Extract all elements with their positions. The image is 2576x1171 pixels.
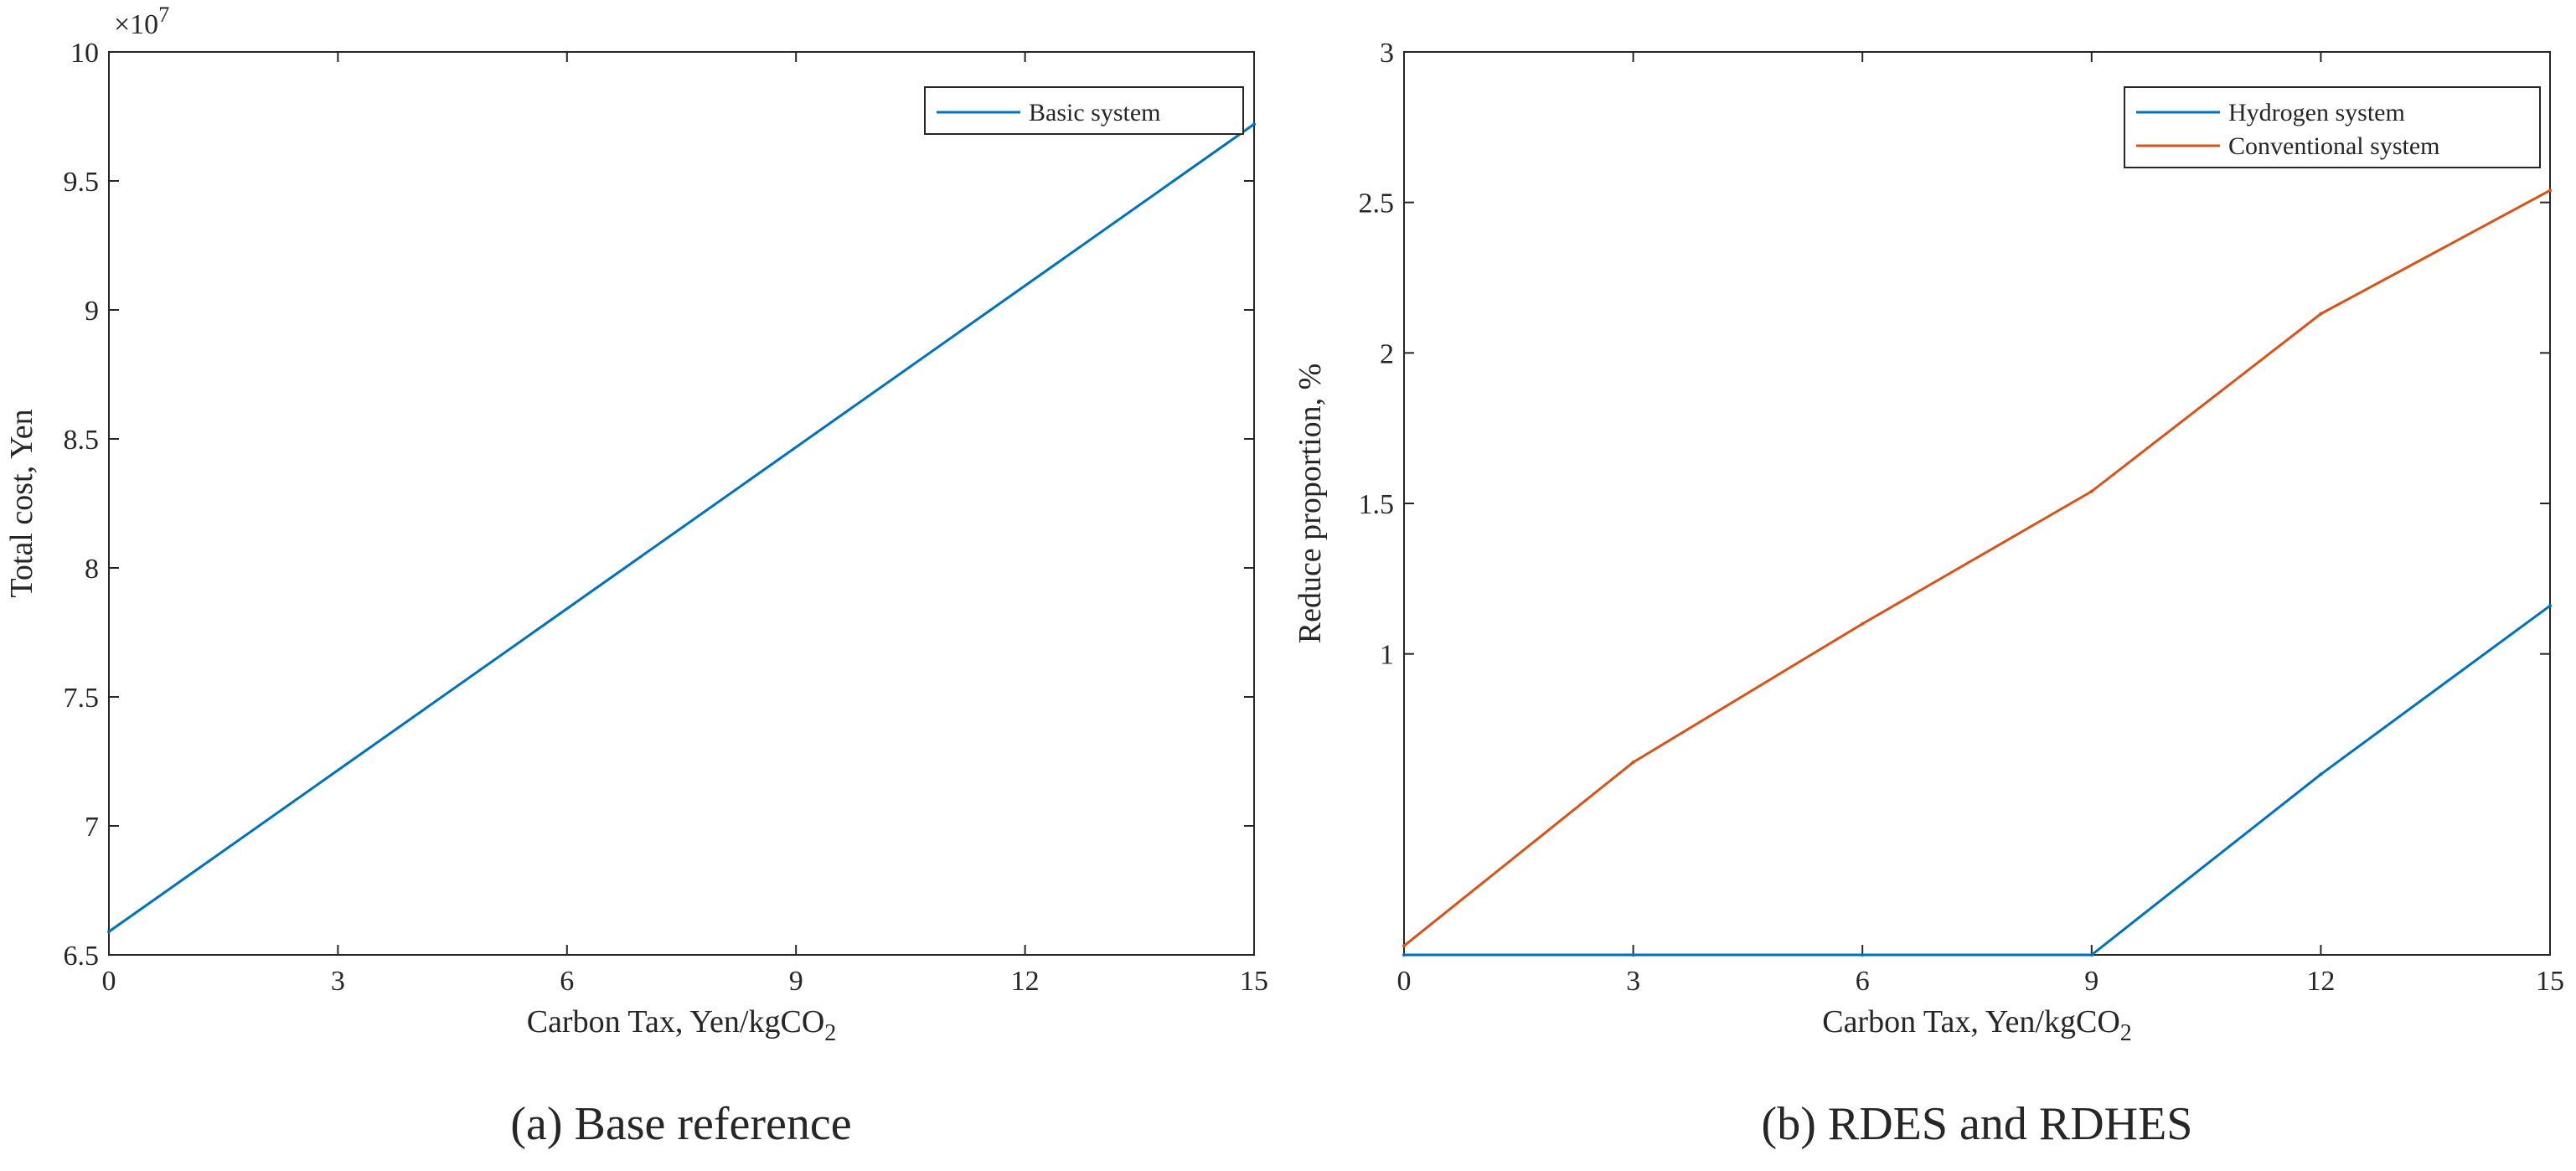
data-point — [1631, 953, 1635, 957]
y-tick-label: 9.5 — [64, 167, 100, 198]
data-point — [1861, 622, 1865, 626]
x-axis-title-subscript: 2 — [2120, 1020, 2132, 1046]
x-tick-label: 6 — [560, 966, 574, 997]
y-exponent-label: ×107 — [114, 3, 169, 40]
x-tick-label: 15 — [1240, 966, 1268, 997]
data-point — [2089, 953, 2093, 957]
data-point — [2548, 604, 2552, 608]
y-tick-label: 7 — [85, 812, 99, 843]
data-point — [2319, 772, 2323, 776]
y-tick-label: 3 — [1380, 38, 1394, 69]
legend-box — [924, 86, 1244, 135]
y-exponent-base: ×10 — [114, 9, 158, 40]
data-point — [2548, 188, 2552, 193]
figure-caption: (b) RDES and RDHES — [1762, 1098, 2193, 1150]
data-point — [1631, 761, 1635, 765]
x-tick-label: 3 — [1626, 966, 1640, 997]
y-tick-label: 1 — [1380, 640, 1394, 671]
y-tick-label: 2 — [1380, 338, 1394, 369]
x-axis-title-main: Carbon Tax, Yen/kgCO — [527, 1004, 825, 1039]
x-tick-label: 9 — [789, 966, 803, 997]
y-tick-label: 2.5 — [1359, 188, 1395, 219]
data-point — [107, 930, 111, 934]
y-tick-label: 8 — [85, 554, 99, 585]
x-tick-label: 12 — [2306, 966, 2335, 997]
series-line-1 — [1404, 604, 2551, 957]
x-axis-title: Carbon Tax, Yen/kgCO2 — [527, 1004, 837, 1046]
y-tick-label: 8.5 — [64, 425, 100, 456]
x-tick-label: 0 — [102, 966, 116, 997]
plot-frame — [108, 51, 1255, 956]
figure-caption: (a) Base reference — [510, 1098, 851, 1150]
data-point — [1402, 953, 1406, 957]
y-exponent-power: 7 — [158, 3, 169, 27]
y-axis-title: Reduce proportion, % — [1293, 364, 1328, 644]
series-line-2 — [1403, 188, 2551, 947]
x-axis-title: Carbon Tax, Yen/kgCO2 — [1822, 1004, 2132, 1046]
x-tick-label: 6 — [1856, 966, 1870, 997]
series-line-1 — [108, 123, 1255, 933]
legend-entry: Basic system — [1029, 99, 1161, 126]
data-point — [1861, 953, 1865, 957]
y-tick-label: 1.5 — [1359, 489, 1395, 520]
y-tick-label: 9 — [85, 296, 99, 327]
x-axis-title-subscript: 2 — [824, 1020, 836, 1046]
legend-entry: Hydrogen system — [2228, 99, 2405, 126]
data-point — [2089, 489, 2093, 493]
plot-frame — [1403, 51, 2551, 956]
legend-entry: Conventional system — [2228, 132, 2439, 160]
x-tick-label: 0 — [1397, 966, 1412, 997]
data-point — [1252, 122, 1256, 126]
y-tick-label: 10 — [70, 38, 99, 69]
y-tick-label: 7.5 — [64, 683, 100, 714]
x-tick-label: 15 — [2536, 966, 2564, 997]
data-point — [2319, 312, 2323, 316]
x-tick-label: 12 — [1011, 966, 1040, 997]
legend-box — [2124, 86, 2541, 168]
data-point — [1402, 944, 1406, 948]
y-tick-label: 6.5 — [64, 941, 100, 972]
y-axis-title: Total cost, Yen — [4, 409, 39, 597]
x-tick-label: 3 — [331, 966, 345, 997]
x-axis-title-main: Carbon Tax, Yen/kgCO — [1822, 1004, 2120, 1039]
x-tick-label: 9 — [2084, 966, 2098, 997]
